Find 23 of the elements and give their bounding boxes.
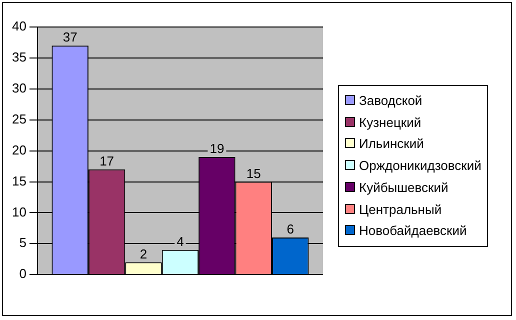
data-label: 37 [62, 30, 78, 45]
y-tick-label: 0 [19, 266, 26, 282]
legend-label: Орждоникидзовский [358, 157, 482, 176]
legend-label: Ильинский [358, 135, 425, 154]
y-tick-label: 10 [12, 204, 26, 220]
legend-label: Куйбышевский [358, 178, 450, 197]
legend-label: Кузнецкий [358, 114, 422, 132]
data-label: 6 [286, 222, 294, 237]
y-tick-label: 20 [12, 142, 26, 158]
legend-label: Центральный [358, 200, 443, 219]
data-label: 2 [140, 246, 148, 262]
data-label: 4 [176, 234, 184, 249]
y-tick-label: 15 [12, 173, 26, 188]
y-tick-label: 40 [12, 18, 26, 34]
legend-label: Новобайдаевский [358, 222, 468, 240]
data-label: 19 [210, 141, 224, 156]
y-tick-label: 5 [19, 235, 26, 250]
y-tick-label: 25 [12, 111, 26, 126]
data-label: 15 [246, 166, 261, 181]
y-tick-label: 35 [12, 50, 26, 65]
data-label: 17 [100, 153, 114, 168]
legend-label: Заводской [358, 92, 424, 110]
y-tick-label: 30 [12, 80, 26, 96]
